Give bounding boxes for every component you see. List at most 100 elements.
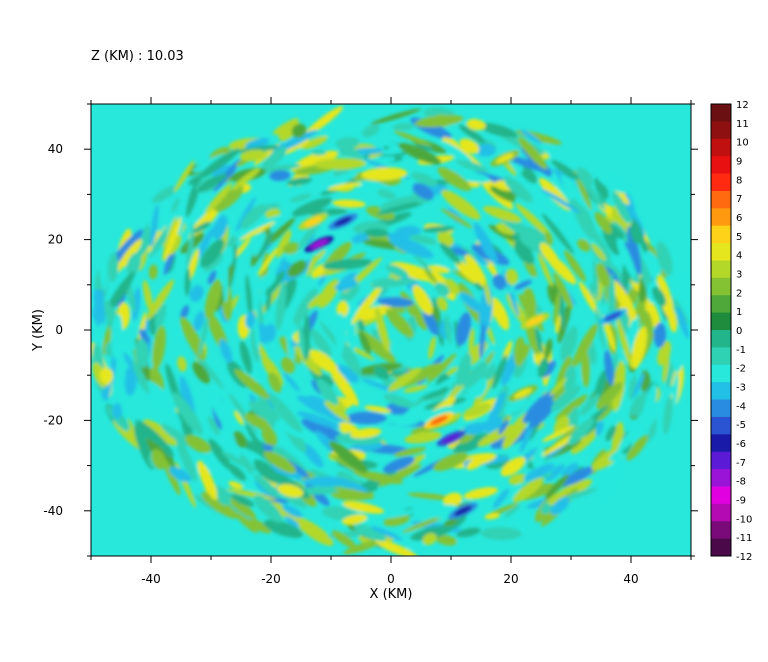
field-blob	[207, 416, 220, 436]
field-blob	[468, 328, 475, 354]
field-blob	[233, 410, 244, 426]
field-blob	[483, 206, 522, 223]
field-blob	[542, 137, 559, 163]
field-blob	[303, 476, 348, 487]
field-blob	[378, 464, 422, 487]
field-blob	[463, 403, 492, 418]
field-blob	[91, 304, 106, 352]
field-blob	[456, 312, 472, 346]
field-blob	[253, 459, 280, 484]
field-blob	[512, 477, 544, 503]
field-blob	[562, 466, 595, 486]
field-blob	[204, 451, 229, 474]
y-tick-label: 40	[48, 142, 63, 156]
field-blob	[254, 474, 281, 499]
field-blob	[473, 222, 498, 266]
field-blob	[205, 183, 233, 214]
field-blob	[551, 159, 580, 181]
colorbar-swatch	[711, 173, 731, 192]
field-blob	[388, 235, 418, 255]
field-blob	[322, 258, 373, 271]
field-blob	[662, 347, 670, 384]
field-blob	[112, 403, 123, 419]
field-blob	[595, 420, 604, 437]
field-blob	[278, 120, 300, 142]
field-blob	[515, 203, 553, 238]
field-blob	[553, 292, 561, 326]
field-blob	[148, 264, 158, 280]
field-blob	[231, 493, 255, 507]
field-blob	[630, 391, 649, 417]
field-blob	[517, 136, 548, 170]
field-blob	[456, 527, 481, 538]
field-blob	[132, 287, 141, 321]
field-blob	[466, 118, 486, 131]
field-blob	[93, 288, 106, 325]
field-blob	[352, 147, 384, 155]
field-blob	[240, 514, 272, 534]
field-blob	[445, 278, 460, 295]
field-blob	[335, 137, 361, 150]
field-blob	[591, 243, 606, 261]
field-blob	[227, 496, 257, 519]
field-blob	[579, 393, 600, 416]
field-blob	[376, 189, 396, 200]
colorbar-swatch	[711, 382, 731, 401]
field-blob	[653, 322, 666, 348]
field-blob	[321, 172, 358, 192]
field-blob	[283, 372, 300, 392]
field-blob	[371, 526, 403, 541]
colorbar-swatch	[711, 521, 731, 540]
field-feature	[453, 505, 473, 516]
field-blob	[578, 281, 600, 317]
field-blob	[573, 170, 592, 211]
field-blob	[463, 361, 488, 389]
field-blob	[414, 114, 464, 128]
field-blob	[150, 204, 159, 247]
field-blob	[310, 329, 332, 357]
field-blob	[126, 252, 142, 276]
field-blob	[177, 356, 187, 372]
field-blob	[261, 425, 278, 447]
field-feature	[309, 239, 329, 250]
x-tick-label: 20	[503, 572, 518, 586]
field-blob	[465, 254, 488, 288]
field-blob	[219, 338, 233, 364]
field-blob	[345, 303, 356, 352]
field-blob	[576, 172, 606, 211]
field-blob	[443, 492, 463, 507]
field-blob	[370, 278, 418, 289]
colorbar: 1211109876543210-1-2-3-4-5-6-7-8-9-10-11…	[710, 100, 752, 563]
field-blob	[286, 322, 295, 366]
field-blob	[139, 328, 150, 345]
field-blob	[594, 369, 607, 402]
field-blob	[234, 369, 270, 399]
field-blob	[228, 393, 258, 435]
field-blob	[390, 261, 438, 282]
field-blob	[383, 456, 415, 473]
field-blob	[388, 367, 422, 392]
field-blob	[376, 200, 427, 215]
field-blob	[302, 443, 324, 468]
field-blob	[508, 473, 527, 485]
field-blob	[265, 291, 272, 312]
field-blob	[596, 262, 611, 288]
field-blob	[151, 449, 166, 470]
field-blob	[513, 336, 526, 367]
field-feature	[429, 415, 449, 426]
field-blob	[656, 274, 674, 320]
field-blob	[310, 149, 327, 156]
field-blob	[245, 138, 270, 149]
field-blob	[412, 183, 434, 200]
field-blob	[560, 174, 594, 212]
field-blob	[463, 487, 498, 500]
x-tick-label: 0	[387, 572, 395, 586]
field-blob	[627, 226, 642, 275]
field-blob	[403, 384, 428, 393]
field-blob	[523, 463, 555, 482]
field-blob	[629, 220, 642, 245]
field-blob	[612, 191, 631, 225]
field-blob	[149, 367, 165, 393]
colorbar-swatch	[711, 208, 731, 227]
field-blob	[276, 229, 292, 258]
